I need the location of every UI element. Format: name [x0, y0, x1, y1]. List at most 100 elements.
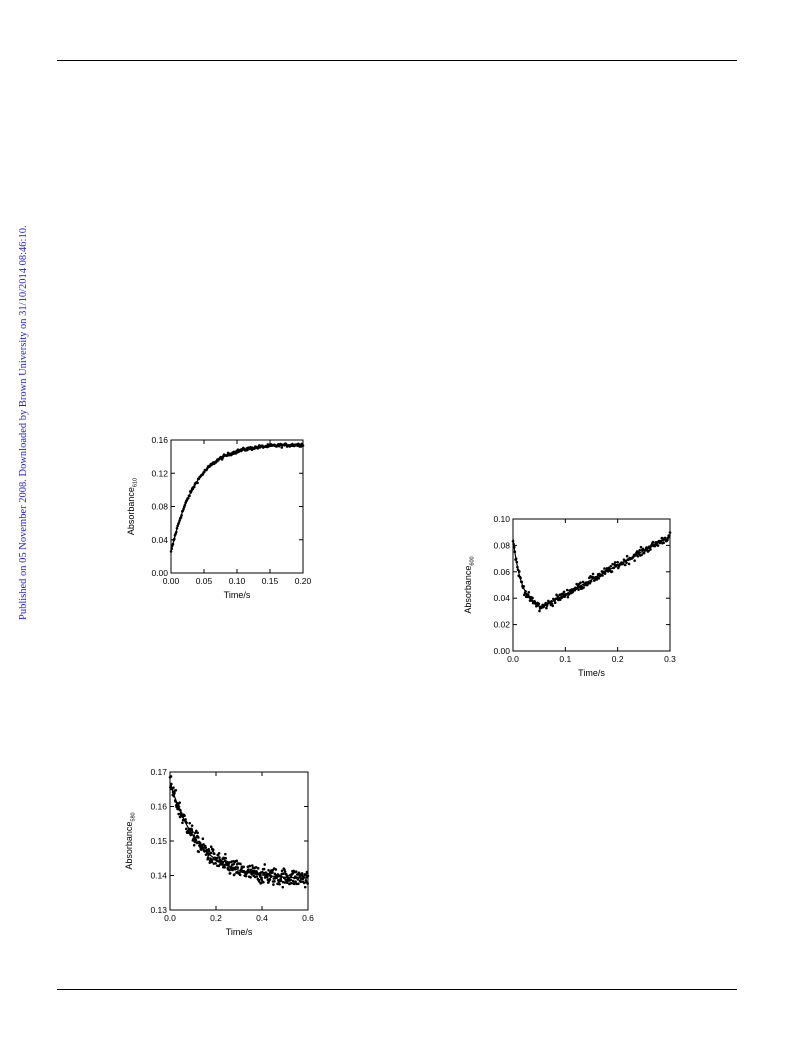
y-tick-label: 0.16	[151, 435, 168, 445]
data-point	[236, 866, 240, 869]
x-tick-label: 0.0	[507, 654, 519, 664]
data-point	[271, 871, 274, 874]
data-point	[190, 828, 194, 832]
data-point	[224, 856, 227, 860]
data-point	[303, 885, 307, 889]
data-point	[291, 879, 295, 883]
data-point	[209, 851, 213, 855]
data-point	[204, 853, 208, 856]
data-point	[285, 881, 289, 884]
data-point	[188, 821, 192, 825]
data-point	[641, 547, 645, 551]
data-point	[531, 596, 534, 600]
data-point	[636, 554, 640, 558]
data-point	[642, 551, 646, 555]
data-point	[204, 846, 207, 849]
chart3-svg: 0.0 0.2 0.4 0.6 0.13 0.14 0.15 0.16 0.17 Time/s Ab…	[124, 767, 314, 937]
data-point	[256, 867, 260, 870]
data-point	[300, 872, 304, 875]
data-point	[206, 856, 210, 859]
y-tick-label: 0.04	[151, 535, 168, 545]
data-point	[656, 544, 660, 547]
data-point	[625, 561, 628, 564]
data-point	[212, 852, 216, 856]
data-point	[231, 868, 234, 872]
y-axis-label-main: Absorbance	[126, 487, 136, 535]
data-point	[215, 856, 219, 860]
data-point	[208, 861, 212, 864]
y-tick-label: 0.13	[150, 905, 167, 915]
data-point	[588, 581, 592, 585]
data-point	[255, 875, 259, 878]
data-point	[581, 580, 585, 584]
data-point	[249, 876, 252, 879]
data-point	[597, 577, 601, 580]
x-tick-label: 0.0	[164, 913, 176, 923]
data-point	[645, 546, 648, 549]
data-points	[511, 531, 672, 613]
data-point	[274, 868, 278, 871]
data-point	[647, 549, 650, 553]
y-axis-label: Absorbance600	[463, 556, 476, 613]
data-point	[278, 882, 281, 886]
chart2-svg: 0.0 0.1 0.2 0.3 0.00 0.02 0.04 0.06 0.08 0.10 Time…	[463, 514, 676, 678]
data-point	[280, 446, 284, 449]
data-point	[259, 882, 262, 885]
data-point	[209, 845, 213, 849]
y-axis-label-sub: 610	[133, 478, 139, 487]
plot-frame	[169, 771, 309, 911]
x-tick-label: 0.2	[612, 654, 624, 664]
data-point	[228, 868, 231, 872]
x-tick-label: 0.15	[262, 576, 279, 586]
y-axis-label-sub: 580	[131, 812, 137, 821]
data-point	[273, 880, 276, 883]
data-point	[232, 862, 235, 866]
y-axis-label-main: Absorbance	[124, 822, 134, 870]
data-point	[281, 885, 285, 889]
x-tick-label: 0.6	[302, 913, 314, 923]
data-point	[210, 860, 214, 864]
data-point	[283, 870, 287, 873]
data-point	[272, 883, 275, 886]
data-point	[566, 595, 570, 599]
data-point	[239, 862, 242, 866]
data-point	[282, 872, 285, 876]
data-point	[283, 881, 287, 884]
absorbance-580-chart: 0.0 0.2 0.4 0.6 0.13 0.14 0.15 0.16 0.17 Time/s Ab…	[123, 764, 318, 944]
publication-note: Published on 05 November 2008. Downloade…	[18, 225, 29, 620]
data-point	[192, 843, 196, 847]
data-point	[625, 554, 629, 558]
y-tick-label: 0.02	[493, 620, 510, 630]
plot-frame	[512, 518, 671, 652]
data-point	[268, 878, 272, 881]
x-tick-label: 0.20	[295, 576, 312, 586]
data-point	[638, 548, 642, 552]
data-point	[613, 561, 617, 564]
data-point	[579, 581, 582, 585]
data-point	[551, 604, 555, 608]
data-point	[290, 881, 293, 885]
data-point	[603, 567, 606, 570]
data-point	[254, 866, 258, 869]
data-point	[276, 882, 279, 886]
data-point	[207, 847, 211, 851]
data-point	[601, 574, 604, 577]
y-tick-label: 0.10	[493, 514, 510, 524]
data-point	[577, 588, 580, 591]
y-tick-label: 0.14	[150, 871, 167, 881]
data-point	[640, 553, 643, 557]
data-point	[623, 563, 627, 567]
data-point	[244, 874, 248, 878]
y-tick-label: 0.00	[151, 568, 168, 578]
data-point	[251, 864, 254, 867]
data-point	[294, 870, 298, 873]
x-tick-label: 0.2	[210, 913, 222, 923]
data-point	[286, 874, 289, 878]
data-point	[279, 879, 283, 883]
y-tick-label: 0.04	[493, 593, 510, 603]
data-point	[214, 862, 217, 865]
data-point	[582, 586, 585, 589]
data-point	[610, 570, 614, 573]
data-point	[291, 872, 295, 875]
data-point	[174, 788, 178, 792]
